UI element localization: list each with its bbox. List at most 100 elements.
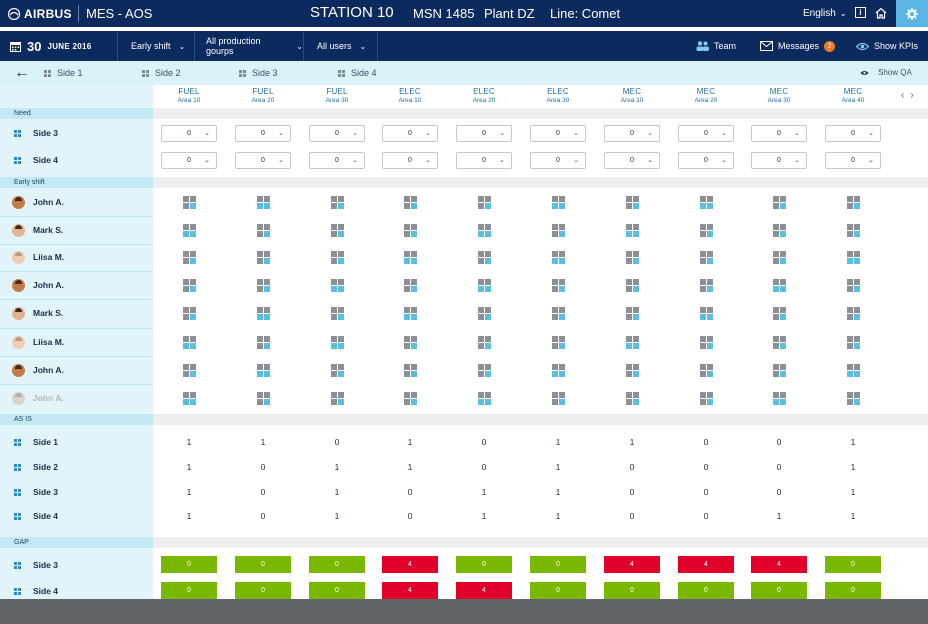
assignment-grid-icon[interactable] (404, 364, 417, 377)
production-groups-select[interactable]: All production gourps ⌄ (195, 31, 304, 61)
assignment-grid-icon[interactable] (552, 196, 565, 209)
chevron-right-icon[interactable]: › (910, 90, 914, 101)
assignment-grid-icon[interactable] (626, 224, 639, 237)
assignment-grid-icon[interactable] (552, 251, 565, 264)
need-quantity-dropdown[interactable]: 0 ⌄ (678, 125, 734, 142)
assignment-grid-icon[interactable] (257, 279, 270, 292)
assignment-grid-icon[interactable] (183, 196, 196, 209)
tab-side-1[interactable]: Side 1 (44, 68, 83, 78)
tab-side-2[interactable]: Side 2 (142, 68, 181, 78)
assignment-grid-icon[interactable] (404, 307, 417, 320)
assignment-grid-icon[interactable] (404, 336, 417, 349)
assignment-grid-icon[interactable] (404, 224, 417, 237)
assignment-grid-icon[interactable] (183, 307, 196, 320)
assignment-grid-icon[interactable] (773, 364, 786, 377)
need-quantity-dropdown[interactable]: 0 ⌄ (161, 152, 217, 169)
assignment-grid-icon[interactable] (626, 279, 639, 292)
assignment-grid-icon[interactable] (183, 251, 196, 264)
need-quantity-dropdown[interactable]: 0 ⌄ (604, 125, 660, 142)
assignment-grid-icon[interactable] (257, 307, 270, 320)
assignment-grid-icon[interactable] (331, 251, 344, 264)
person-row-label[interactable]: Liisa M. (0, 332, 153, 352)
team-button[interactable]: Team (696, 31, 736, 61)
assignment-grid-icon[interactable] (700, 196, 713, 209)
assignment-grid-icon[interactable] (331, 392, 344, 405)
shift-select[interactable]: Early shift ⌄ (118, 31, 195, 61)
assignment-grid-icon[interactable] (404, 279, 417, 292)
assignment-grid-icon[interactable] (847, 392, 860, 405)
need-quantity-dropdown[interactable]: 0 ⌄ (456, 152, 512, 169)
show-kpis-button[interactable]: Show KPIs (856, 31, 918, 61)
assignment-grid-icon[interactable] (847, 196, 860, 209)
assignment-grid-icon[interactable] (847, 364, 860, 377)
assignment-grid-icon[interactable] (847, 224, 860, 237)
person-row-label[interactable]: John A. (0, 275, 153, 295)
need-quantity-dropdown[interactable]: 0 ⌄ (825, 125, 881, 142)
need-quantity-dropdown[interactable]: 0 ⌄ (678, 152, 734, 169)
assignment-grid-icon[interactable] (257, 336, 270, 349)
assignment-grid-icon[interactable] (847, 307, 860, 320)
assignment-grid-icon[interactable] (331, 224, 344, 237)
assignment-grid-icon[interactable] (773, 392, 786, 405)
messages-button[interactable]: Messages 2 (760, 31, 836, 61)
assignment-grid-icon[interactable] (700, 392, 713, 405)
assignment-grid-icon[interactable] (331, 336, 344, 349)
need-quantity-dropdown[interactable]: 0 ⌄ (456, 125, 512, 142)
assignment-grid-icon[interactable] (552, 307, 565, 320)
need-quantity-dropdown[interactable]: 0 ⌄ (751, 125, 807, 142)
assignment-grid-icon[interactable] (552, 224, 565, 237)
assignment-grid-icon[interactable] (183, 392, 196, 405)
assignment-grid-icon[interactable] (257, 364, 270, 377)
assignment-grid-icon[interactable] (331, 196, 344, 209)
assignment-grid-icon[interactable] (700, 307, 713, 320)
assignment-grid-icon[interactable] (773, 196, 786, 209)
person-row-label[interactable]: Liisa M. (0, 247, 153, 267)
need-quantity-dropdown[interactable]: 0 ⌄ (382, 125, 438, 142)
person-row-label[interactable]: Mark S. (0, 303, 153, 323)
show-qa-button[interactable]: Show QA (860, 68, 912, 77)
language-select[interactable]: English ⌄ (803, 8, 847, 19)
date-picker[interactable]: 30 JUNE 2016 (0, 31, 118, 61)
assignment-grid-icon[interactable] (404, 196, 417, 209)
need-quantity-dropdown[interactable]: 0 ⌄ (309, 125, 365, 142)
assignment-grid-icon[interactable] (478, 224, 491, 237)
assignment-grid-icon[interactable] (478, 307, 491, 320)
assignment-grid-icon[interactable] (478, 392, 491, 405)
assignment-grid-icon[interactable] (773, 336, 786, 349)
assignment-grid-icon[interactable] (773, 279, 786, 292)
assignment-grid-icon[interactable] (626, 307, 639, 320)
settings-gear-icon[interactable] (896, 0, 928, 27)
assignment-grid-icon[interactable] (552, 336, 565, 349)
assignment-grid-icon[interactable] (700, 364, 713, 377)
assignment-grid-icon[interactable] (478, 364, 491, 377)
users-select[interactable]: All users ⌄ (304, 31, 378, 61)
need-quantity-dropdown[interactable]: 0 ⌄ (382, 152, 438, 169)
assignment-grid-icon[interactable] (404, 251, 417, 264)
need-quantity-dropdown[interactable]: 0 ⌄ (604, 152, 660, 169)
need-quantity-dropdown[interactable]: 0 ⌄ (161, 125, 217, 142)
assignment-grid-icon[interactable] (183, 279, 196, 292)
assignment-grid-icon[interactable] (478, 336, 491, 349)
assignment-grid-icon[interactable] (700, 224, 713, 237)
assignment-grid-icon[interactable] (773, 307, 786, 320)
assignment-grid-icon[interactable] (183, 364, 196, 377)
person-row-label[interactable]: John A. (0, 192, 153, 212)
person-row-label[interactable]: John A. (0, 388, 153, 408)
assignment-grid-icon[interactable] (478, 279, 491, 292)
need-quantity-dropdown[interactable]: 0 ⌄ (825, 152, 881, 169)
assignment-grid-icon[interactable] (847, 279, 860, 292)
assignment-grid-icon[interactable] (183, 224, 196, 237)
need-quantity-dropdown[interactable]: 0 ⌄ (309, 152, 365, 169)
assignment-grid-icon[interactable] (478, 251, 491, 264)
assignment-grid-icon[interactable] (626, 196, 639, 209)
assignment-grid-icon[interactable] (700, 336, 713, 349)
assignment-grid-icon[interactable] (626, 392, 639, 405)
tab-side-3[interactable]: Side 3 (239, 68, 278, 78)
assignment-grid-icon[interactable] (331, 307, 344, 320)
assignment-grid-icon[interactable] (404, 392, 417, 405)
assignment-grid-icon[interactable] (847, 336, 860, 349)
assignment-grid-icon[interactable] (257, 224, 270, 237)
assignment-grid-icon[interactable] (331, 279, 344, 292)
assignment-grid-icon[interactable] (257, 196, 270, 209)
info-icon[interactable]: i (855, 7, 866, 18)
